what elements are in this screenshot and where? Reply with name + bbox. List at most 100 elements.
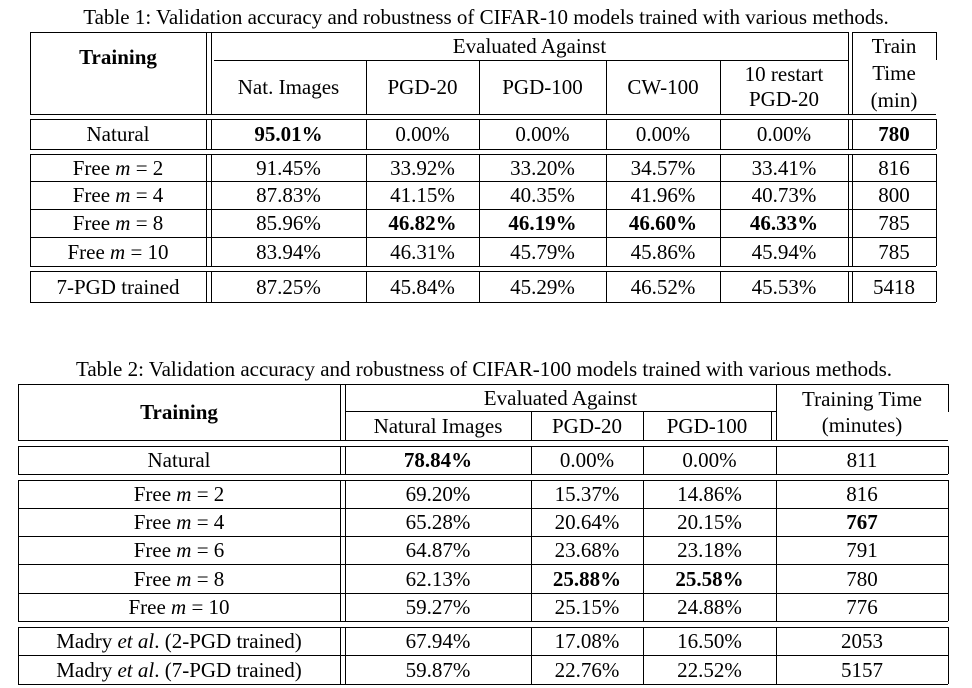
t2-row-label: Free m = 4	[133, 510, 225, 534]
t1-header-col-restart: 10 restart PGD-20	[720, 60, 848, 114]
t2-cell: 15.37%	[554, 482, 620, 506]
t1-header-time: Train Time (min)	[852, 32, 936, 114]
t1-cell: 45.86%	[630, 239, 696, 264]
t2-row-label: Free m = 10	[128, 595, 230, 619]
t2-row-label: Free m = 6	[133, 538, 225, 562]
t1-header-restart-line1: 10 restart	[744, 62, 824, 86]
t1-cell: 45.84%	[390, 274, 455, 299]
t1-cell: 45.94%	[751, 239, 817, 264]
t2-cell: 23.18%	[677, 538, 742, 562]
t2-cell: 16.50%	[677, 629, 742, 653]
t2-header-time-line1: Training Time	[801, 387, 923, 411]
t2-cell: 69.20%	[405, 482, 471, 506]
t1-cell: 87.83%	[256, 183, 321, 207]
t2-cell-time: 816	[846, 482, 878, 506]
t1-header-col-pgd20: PGD-20	[387, 75, 458, 99]
t1-cell: 85.96%	[256, 211, 321, 235]
t1-cell-time: 780	[878, 122, 910, 146]
t2-header-time: Training Time (minutes)	[776, 384, 948, 440]
t1-header-training: Training	[79, 45, 157, 69]
t1-header-evaluated-against: Evaluated Against	[452, 34, 607, 58]
t2-cell: 22.52%	[677, 657, 742, 682]
t1-cell-time: 5418	[873, 274, 915, 299]
t1-cell: 95.01%	[254, 122, 323, 146]
t2-cell: 23.68%	[554, 538, 620, 562]
t1-cell: 0.00%	[395, 122, 450, 146]
t1-cell: 46.19%	[508, 211, 577, 235]
t1-cell-time: 785	[878, 211, 910, 235]
t1-cell: 46.33%	[749, 211, 819, 235]
t1-cell: 46.60%	[628, 211, 698, 235]
t2-cell-time: 780	[846, 566, 878, 591]
t2-cell-time: 811	[846, 448, 878, 472]
t1-cell: 33.92%	[390, 155, 455, 180]
table2-caption: Table 2: Validation accuracy and robustn…	[75, 357, 892, 381]
t2-cell: 25.15%	[554, 595, 620, 619]
t2-cell: 20.15%	[677, 510, 742, 534]
t2-cell: 25.88%	[552, 566, 622, 591]
t2-row-label: Natural	[147, 448, 211, 472]
t2-header-col-pgd100: PGD-100	[666, 413, 748, 438]
t1-row-label: Free m = 8	[72, 211, 164, 235]
t2-cell: 65.28%	[405, 510, 471, 534]
t2-header-col-natural: Natural Images	[373, 413, 503, 438]
t1-cell: 45.53%	[751, 274, 817, 299]
t1-cell: 34.57%	[630, 155, 696, 180]
t2-cell-time: 767	[846, 510, 878, 534]
t1-cell: 83.94%	[256, 239, 321, 264]
t2-cell: 14.86%	[677, 482, 742, 506]
t2-row-label: Free m = 8	[133, 566, 225, 591]
t1-header-time-line1: Train	[871, 33, 917, 58]
t2-cell: 62.13%	[405, 566, 471, 591]
t2-cell-time: 5157	[841, 657, 883, 682]
t1-cell: 41.15%	[390, 183, 455, 207]
t1-cell: 91.45%	[256, 155, 321, 180]
t2-row-label: Free m = 2	[133, 482, 225, 506]
t2-cell-time: 776	[846, 595, 878, 619]
t1-cell-time: 816	[878, 155, 910, 180]
t2-cell: 59.27%	[405, 595, 471, 619]
t1-cell: 41.96%	[630, 183, 696, 207]
t1-row-label: Natural	[86, 122, 150, 146]
t2-cell: 67.94%	[405, 629, 471, 653]
t2-row-label: Madry et al. (2-PGD trained)	[56, 629, 302, 653]
t2-header-time-line2: (minutes)	[821, 413, 903, 437]
t2-cell: 64.87%	[405, 538, 471, 562]
t1-row-label: Free m = 2	[72, 155, 164, 180]
t2-cell: 20.64%	[554, 510, 620, 534]
t2-cell: 59.87%	[405, 657, 471, 682]
t1-cell: 87.25%	[256, 274, 321, 299]
t1-row-label: Free m = 4	[72, 183, 164, 207]
t2-cell: 0.00%	[559, 448, 615, 472]
table1-caption: Table 1: Validation accuracy and robustn…	[83, 5, 889, 29]
t2-header-training: Training	[140, 400, 218, 424]
t1-cell: 40.73%	[751, 183, 817, 207]
t1-cell: 46.82%	[388, 211, 457, 235]
t2-cell: 17.08%	[554, 629, 620, 653]
t1-header-restart-line2: PGD-20	[748, 87, 819, 111]
t1-cell-time: 800	[878, 183, 910, 207]
t1-header-col-pgd100: PGD-100	[502, 75, 583, 99]
t1-cell: 45.79%	[510, 239, 575, 264]
t1-row-label: Free m = 10	[67, 239, 169, 264]
t2-header-col-pgd20: PGD-20	[551, 413, 622, 438]
t1-cell: 0.00%	[635, 122, 691, 146]
t2-row-label: Madry et al. (7-PGD trained)	[56, 657, 302, 682]
t2-header-evaluated-against: Evaluated Against	[483, 385, 638, 410]
t1-cell-time: 785	[878, 239, 910, 264]
t2-cell-time: 2053	[841, 629, 883, 653]
t1-header-time-line3: (min)	[870, 87, 918, 112]
t1-cell: 0.00%	[756, 122, 812, 146]
t1-cell: 33.20%	[510, 155, 575, 180]
t1-cell: 0.00%	[515, 122, 570, 146]
t1-header-time-line2: Time	[872, 60, 916, 85]
t2-cell: 0.00%	[682, 448, 737, 472]
t2-cell: 22.76%	[554, 657, 620, 682]
t1-cell: 46.31%	[390, 239, 455, 264]
t1-row-label: 7-PGD trained	[56, 274, 180, 299]
t1-header-col-nat: Nat. Images	[237, 75, 340, 99]
t1-cell: 46.52%	[630, 274, 696, 299]
t2-cell: 78.84%	[403, 448, 473, 472]
t1-cell: 33.41%	[751, 155, 817, 180]
t2-cell-time: 791	[846, 538, 878, 562]
